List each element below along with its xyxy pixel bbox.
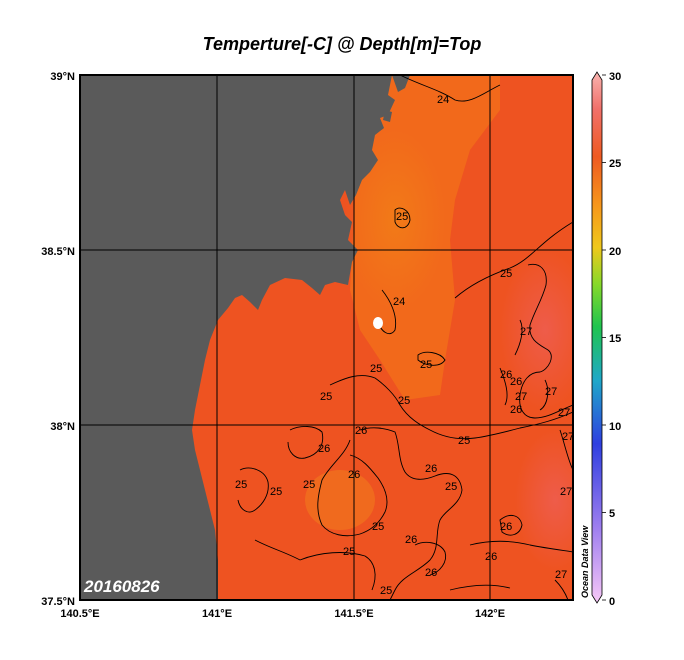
contour-label: 26 xyxy=(318,443,330,455)
contour-label: 27 xyxy=(555,569,567,581)
contour-label: 24 xyxy=(393,296,405,308)
colorbar-tick: 0 xyxy=(609,596,615,608)
contour-label: 26 xyxy=(500,521,512,533)
contour-label: 24 xyxy=(437,94,449,106)
contour-label: 25 xyxy=(303,479,315,491)
contour-label: 25 xyxy=(380,585,392,597)
colorbar-tick: 10 xyxy=(609,421,621,433)
contour-label: 26 xyxy=(425,567,437,579)
contour-label: 25 xyxy=(500,268,512,280)
contour-label: 26 xyxy=(500,369,512,381)
contour-label: 25 xyxy=(458,435,470,447)
land-area xyxy=(80,75,410,600)
contour-label: 25 xyxy=(320,391,332,403)
contour-label: 26 xyxy=(405,534,417,546)
lat-tick-label: 39°N xyxy=(50,71,75,83)
contour-label: 25 xyxy=(445,481,457,493)
contour-label: 27 xyxy=(562,431,574,443)
contour-label: 26 xyxy=(355,425,367,437)
contour-label: 27 xyxy=(520,326,532,338)
lon-tick-label: 141.5°E xyxy=(334,608,373,620)
contour-label: 25 xyxy=(398,395,410,407)
colorbar-tick: 30 xyxy=(609,71,621,83)
small-island xyxy=(373,317,383,329)
lat-tick-label: 38°N xyxy=(50,421,75,433)
contour-label: 26 xyxy=(425,463,437,475)
contour-label: 25 xyxy=(370,363,382,375)
contour-label: 26 xyxy=(510,376,522,388)
contour-label: 25 xyxy=(420,359,432,371)
lat-tick-label: 38.5°N xyxy=(41,246,75,258)
map-title: Temperture[-C] @ Depth[m]=Top xyxy=(202,34,482,54)
contour-label: 27 xyxy=(515,391,527,403)
contour-label: 26 xyxy=(510,404,522,416)
colorbar-tick: 5 xyxy=(609,508,615,520)
contour-label: 25 xyxy=(343,546,355,558)
contour-lines xyxy=(237,75,573,600)
colorbar-tick: 25 xyxy=(609,158,621,170)
contour-label: 25 xyxy=(270,486,282,498)
graticule xyxy=(80,75,573,600)
contour-label: 26 xyxy=(485,551,497,563)
colorbar-tick: 20 xyxy=(609,246,621,258)
contour-label: 25 xyxy=(372,521,384,533)
date-label: 20160826 xyxy=(83,577,160,596)
contour-label: 27 xyxy=(545,386,557,398)
lat-tick-label: 37.5°N xyxy=(41,596,75,608)
lon-tick-label: 140.5°E xyxy=(60,608,99,620)
colorbar: 30 25 20 15 10 5 0 Ocean Data View xyxy=(580,71,621,608)
lon-tick-label: 142°E xyxy=(475,608,505,620)
contour-label: 25 xyxy=(396,211,408,223)
contour-label: 27 xyxy=(560,486,572,498)
odv-watermark: Ocean Data View xyxy=(580,525,590,598)
contour-label: 27 xyxy=(558,407,570,419)
contour-label-group: 24 24 25 25 25 25 25 25 25 25 25 25 25 2… xyxy=(235,94,574,597)
lon-tick-label: 141°E xyxy=(202,608,232,620)
colorbar-tick: 15 xyxy=(609,333,621,345)
contour-label: 25 xyxy=(235,479,247,491)
